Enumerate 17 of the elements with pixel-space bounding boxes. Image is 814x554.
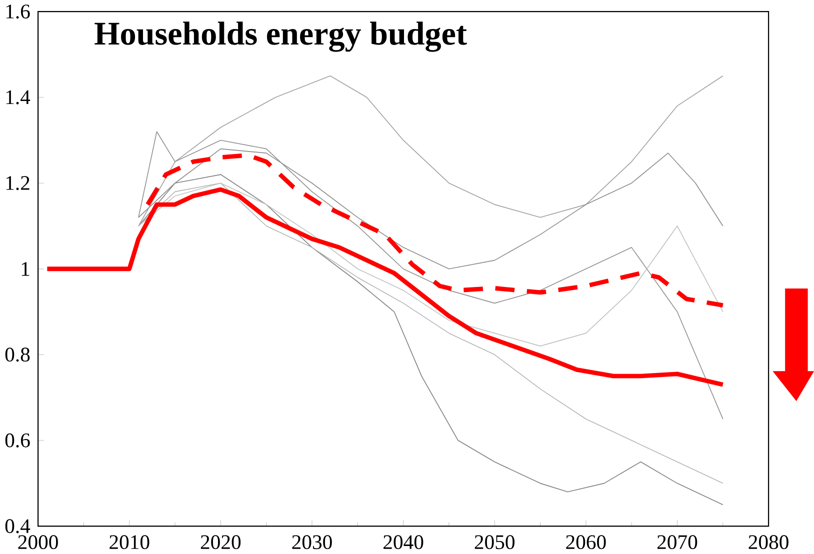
- y-tick-label: 1.4: [6, 90, 30, 104]
- y-tick-label: 1: [22, 262, 30, 276]
- x-tick-label: 2010: [110, 535, 150, 550]
- x-tick-label: 2030: [292, 535, 332, 550]
- x-tick-label: 2050: [474, 535, 514, 550]
- x-tick-label: 2000: [18, 535, 58, 550]
- chart-title: Households energy budget: [94, 22, 467, 52]
- y-tick-label: 1.2: [6, 176, 30, 190]
- y-tick-label: 0.4: [5, 519, 30, 534]
- x-tick-label: 2080: [748, 535, 788, 550]
- x-tick-label: 2070: [657, 535, 698, 550]
- x-tick-label: 2060: [566, 535, 606, 550]
- y-tick-label: 0.8: [5, 348, 30, 362]
- x-tick-label: 2020: [200, 535, 241, 550]
- y-tick-label: 1.6: [6, 4, 30, 19]
- x-tick-label: 2040: [384, 535, 424, 550]
- y-tick-label: 0.6: [5, 434, 30, 448]
